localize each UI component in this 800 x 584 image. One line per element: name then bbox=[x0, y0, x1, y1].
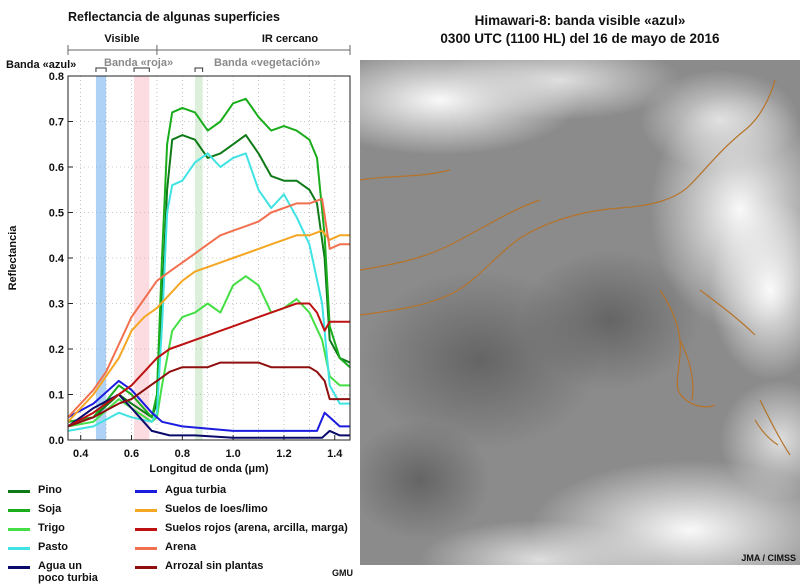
japan-coastline bbox=[699, 289, 791, 456]
satellite-title: Himawari-8: banda visible «azul» 0300 UT… bbox=[360, 12, 800, 48]
x-tick-label: 1.2 bbox=[276, 448, 291, 460]
spectral-region-bar: Visible IR cercano bbox=[67, 33, 351, 55]
chart-credit: GMU bbox=[332, 568, 353, 578]
legend-item: Arena bbox=[135, 541, 196, 555]
y-tick-label: 0.8 bbox=[49, 71, 64, 83]
series-lines bbox=[67, 97, 351, 439]
series-line bbox=[67, 361, 350, 428]
region-label-visible: Visible bbox=[104, 33, 139, 45]
legend-label: Agua turbia bbox=[165, 484, 227, 496]
band-bracket bbox=[95, 67, 107, 72]
legend-item: Pino bbox=[8, 484, 62, 498]
band-bracket bbox=[133, 67, 150, 72]
legend-swatch bbox=[135, 490, 157, 493]
y-tick-label: 0.1 bbox=[49, 390, 64, 402]
satellite-title-line2: 0300 UTC (1100 HL) del 16 de mayo de 201… bbox=[440, 31, 720, 46]
y-tick-label: 0.0 bbox=[49, 435, 64, 447]
legend-item: Suelos de loes/limo bbox=[135, 503, 268, 517]
legend-label: Agua un poco turbia bbox=[38, 560, 98, 584]
y-tick-label: 0.3 bbox=[49, 299, 64, 311]
x-axis-label: Longitud de onda (μm) bbox=[149, 463, 268, 475]
coastline bbox=[360, 169, 716, 408]
band-shade bbox=[195, 76, 203, 440]
legend-label: Pasto bbox=[38, 541, 68, 553]
x-tick-label: 1.0 bbox=[225, 448, 240, 460]
legend-item: Agua un poco turbia bbox=[8, 560, 98, 584]
legend-item: Arrozal sin plantas bbox=[135, 560, 263, 574]
band-label: Banda «azul» bbox=[6, 59, 76, 71]
legend-swatch bbox=[8, 490, 30, 493]
legend-label: Soja bbox=[38, 503, 62, 515]
satellite-image-drawing bbox=[360, 60, 800, 565]
band-bracket bbox=[194, 67, 204, 72]
y-tick-label: 0.5 bbox=[49, 208, 64, 220]
legend-item: Soja bbox=[8, 503, 61, 517]
legend-item: Pasto bbox=[8, 541, 68, 555]
band-shading bbox=[95, 76, 203, 440]
axis-labels: 0.0 0.1 0.2 0.3 0.4 0.5 0.6 0.7 0.8 0.4 0.6 0.8 1.0 1… bbox=[7, 71, 343, 475]
series-line bbox=[67, 152, 350, 432]
legend-item: Agua turbia bbox=[135, 484, 226, 498]
band-label: Banda «roja» bbox=[104, 57, 173, 69]
legend-label: Trigo bbox=[38, 522, 65, 534]
y-tick-label: 0.4 bbox=[49, 253, 65, 265]
region-label-ir: IR cercano bbox=[262, 33, 319, 45]
reflectance-chart: Visible IR cercano Banda «azul» Banda «roj… bbox=[6, 33, 351, 475]
series-line bbox=[67, 302, 350, 428]
legend-label: Suelos de loes/limo bbox=[165, 503, 268, 515]
x-tick-label: 0.6 bbox=[124, 448, 139, 460]
band-shade bbox=[95, 76, 107, 440]
series-line bbox=[67, 134, 351, 423]
x-tick-label: 1.4 bbox=[327, 448, 343, 460]
legend-swatch bbox=[8, 566, 30, 569]
band-label: Banda «vegetación» bbox=[214, 57, 320, 69]
series-line bbox=[67, 229, 350, 423]
series-line bbox=[67, 197, 350, 418]
legend-label: Arena bbox=[165, 541, 197, 553]
legend-swatch bbox=[8, 509, 30, 512]
legend-item: Suelos rojos (arena, arcilla, marga) bbox=[135, 522, 348, 536]
satellite-title-line1: Himawari-8: banda visible «azul» bbox=[474, 13, 686, 28]
y-axis-label: Reflectancia bbox=[7, 225, 19, 291]
plot-frame bbox=[67, 75, 351, 441]
band-shade bbox=[134, 76, 150, 440]
legend-label: Pino bbox=[38, 484, 62, 496]
legend-swatch bbox=[8, 547, 30, 550]
border-lines bbox=[360, 79, 776, 316]
x-tick-label: 0.8 bbox=[175, 448, 190, 460]
series-line bbox=[67, 275, 350, 428]
satellite-credit: JMA / CIMSS bbox=[741, 553, 796, 563]
legend-label: Arrozal sin plantas bbox=[165, 560, 264, 572]
legend-label: Suelos rojos (arena, arcilla, marga) bbox=[165, 522, 348, 534]
y-tick-label: 0.6 bbox=[49, 162, 64, 174]
y-tick-label: 0.7 bbox=[49, 117, 64, 129]
satellite-image: JMA / CIMSS bbox=[360, 60, 800, 565]
series-line bbox=[67, 97, 351, 423]
legend-swatch bbox=[135, 528, 157, 531]
legend-swatch bbox=[8, 528, 30, 531]
legend-item: Trigo bbox=[8, 522, 65, 536]
y-tick-label: 0.2 bbox=[49, 344, 64, 356]
legend-swatch bbox=[135, 509, 157, 512]
chart-title: Reflectancia de algunas superficies bbox=[68, 10, 280, 24]
legend-swatch bbox=[135, 566, 157, 569]
band-labels: Banda «azul» Banda «roja» Banda «vegetació… bbox=[6, 57, 320, 72]
legend-swatch bbox=[135, 547, 157, 550]
x-tick-label: 0.4 bbox=[73, 448, 89, 460]
series-line bbox=[67, 379, 350, 432]
